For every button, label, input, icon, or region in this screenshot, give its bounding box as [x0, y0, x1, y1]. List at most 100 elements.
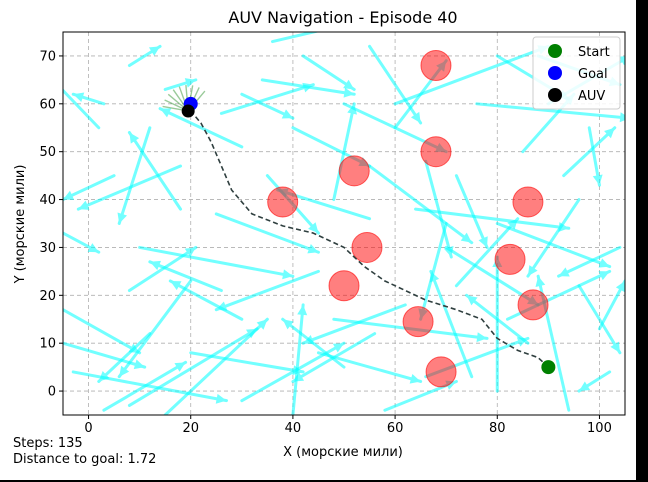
- current-vector: [117, 279, 193, 379]
- current-arrowhead: [184, 247, 196, 258]
- current-shaft: [71, 370, 228, 403]
- current-vector: [163, 78, 198, 91]
- start-marker: [541, 360, 556, 375]
- current-vector: [557, 245, 622, 278]
- current-vector: [332, 102, 358, 202]
- current-arrowhead: [174, 362, 186, 372]
- current-vector: [577, 370, 612, 393]
- current-arrowhead: [347, 103, 358, 115]
- y-axis-label: Y (морские мили): [13, 165, 28, 285]
- current-vector: [163, 317, 269, 415]
- current-shaft: [117, 126, 152, 225]
- current-shaft: [454, 217, 520, 288]
- legend-auv-label: AUV: [578, 89, 605, 104]
- current-arrowhead: [297, 304, 308, 316]
- current-vector: [454, 174, 489, 249]
- current-arrowhead: [119, 365, 130, 377]
- current-shaft: [148, 260, 223, 293]
- current-shaft: [214, 212, 320, 254]
- current-arrowhead: [598, 271, 610, 281]
- current-shaft: [63, 341, 147, 369]
- current-arrowhead: [170, 280, 182, 291]
- current-arrowhead: [308, 222, 319, 234]
- current-shaft: [138, 245, 295, 278]
- obstacle: [517, 289, 549, 321]
- current-vector: [168, 279, 244, 321]
- obstacle: [338, 155, 370, 187]
- current-vector: [475, 102, 625, 123]
- current-shaft: [465, 293, 530, 345]
- current-vector: [158, 107, 244, 149]
- current-arrowhead: [63, 83, 64, 84]
- auv-trajectory: [190, 110, 549, 368]
- current-shaft: [429, 269, 474, 379]
- obstacle: [425, 356, 457, 388]
- current-shaft: [97, 332, 152, 383]
- current-shaft: [557, 245, 622, 278]
- current-arrowhead: [129, 132, 140, 144]
- steps-counter: Steps: 135: [13, 436, 83, 451]
- current-vector: [71, 370, 228, 404]
- current-arrowhead: [149, 260, 161, 271]
- current-arrowhead: [558, 267, 570, 277]
- legend-goal-marker: [548, 66, 562, 80]
- current-arrowhead: [281, 109, 293, 119]
- current-arrowhead: [410, 111, 421, 123]
- axes-frame: [62, 31, 626, 416]
- current-shaft: [301, 54, 356, 91]
- obstacle: [351, 231, 383, 263]
- current-shaft: [63, 308, 142, 355]
- y-tick-label: 10: [39, 337, 56, 352]
- current-arrowhead: [527, 265, 538, 277]
- x-tick-label: 40: [285, 421, 302, 436]
- current-arrowhead: [610, 341, 620, 353]
- obstacle: [420, 136, 452, 168]
- current-arrowhead: [476, 332, 488, 343]
- current-shaft: [260, 78, 356, 96]
- current-arrowhead: [429, 271, 440, 283]
- current-vector: [127, 245, 198, 293]
- x-tick-label: 60: [387, 421, 404, 436]
- x-axis-label: X (морские мили): [283, 445, 403, 460]
- x-tick-label: 0: [84, 421, 92, 436]
- current-shaft: [158, 107, 244, 149]
- current-arrowhead: [604, 127, 615, 139]
- current-arrowhead: [615, 280, 625, 293]
- y-tick-label: 50: [39, 145, 56, 160]
- current-shaft: [414, 207, 571, 230]
- obstacle: [494, 243, 526, 275]
- current-arrowhead: [184, 78, 196, 88]
- y-tick-label: 40: [39, 193, 56, 208]
- current-arrowhead: [133, 359, 145, 370]
- markers: [181, 96, 556, 375]
- x-tick-label: 20: [182, 421, 199, 436]
- current-vector: [368, 164, 474, 245]
- current-shaft: [368, 44, 423, 125]
- current-arrowhead: [256, 319, 268, 330]
- x-tick-label: 80: [489, 421, 506, 436]
- obstacle: [328, 270, 360, 302]
- current-arrowhead: [78, 200, 90, 210]
- current-vector: [219, 82, 315, 115]
- y-tick-label: 20: [39, 289, 56, 304]
- auv-marker: [181, 104, 195, 118]
- current-vector: [63, 341, 147, 370]
- current-shaft: [475, 102, 625, 120]
- current-arrowhead: [292, 365, 304, 376]
- current-shaft: [291, 332, 377, 383]
- current-vector: [63, 231, 101, 254]
- current-vector: [260, 78, 356, 98]
- current-vector: [429, 269, 474, 379]
- current-arrowhead: [460, 232, 472, 243]
- current-arrowhead: [63, 190, 75, 200]
- window-frame-bottom: [0, 480, 648, 482]
- current-arrowhead: [592, 174, 603, 186]
- current-shaft: [102, 360, 188, 412]
- current-vector: [214, 212, 320, 254]
- current-arrowhead: [282, 269, 293, 280]
- current-arrowhead: [148, 46, 161, 56]
- current-arrowhead: [292, 372, 305, 382]
- auv-navigation-plot: AUV Navigation - Episode 40 0 20 40 60 80 100…: [13, 8, 626, 460]
- current-shaft: [117, 279, 193, 379]
- obstacle: [512, 186, 544, 218]
